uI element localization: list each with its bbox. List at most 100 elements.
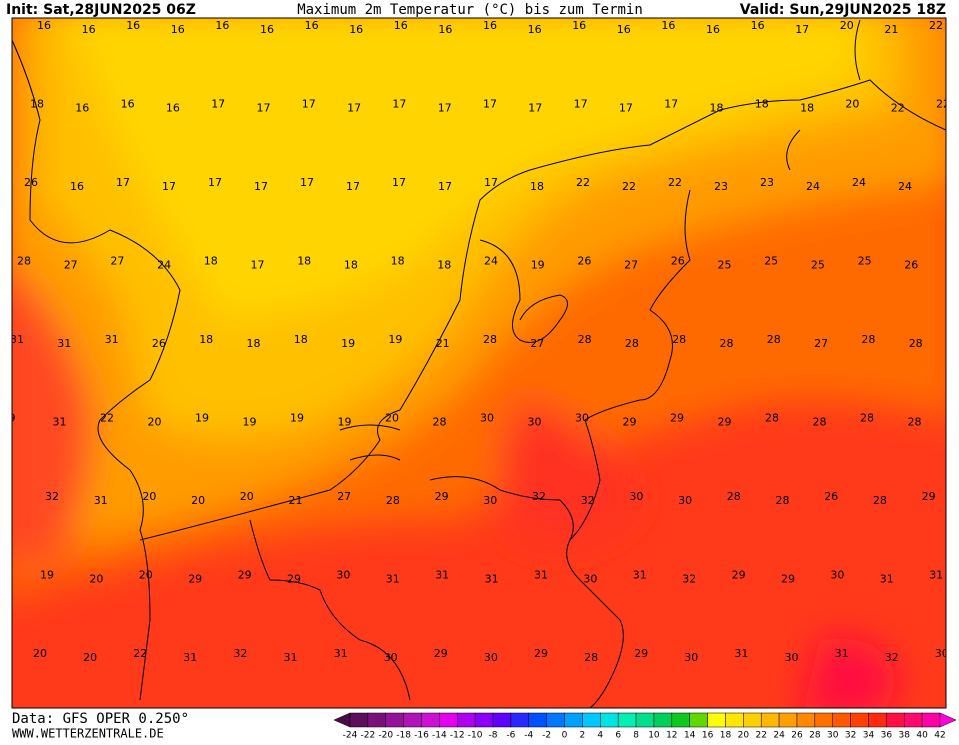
temperature-value: 16 bbox=[706, 23, 720, 36]
temperature-value: 26 bbox=[671, 255, 685, 268]
temperature-value: 19 bbox=[243, 416, 257, 429]
temperature-value: 18 bbox=[30, 98, 44, 111]
temperature-value: 17 bbox=[302, 98, 316, 111]
temperature-value: 16 bbox=[260, 23, 274, 36]
temperature-value: 20 bbox=[148, 416, 162, 429]
temperature-value: 28 bbox=[909, 337, 923, 350]
map: 16 16 16 16 16 16 16 16 16 16 16 16 16 16 16 16 16 17 20 21… bbox=[10, 18, 950, 708]
colorbar-box bbox=[617, 712, 637, 728]
colorbar-box bbox=[707, 712, 726, 728]
temperature-value: 30 bbox=[935, 647, 949, 660]
colorbar-box bbox=[403, 712, 422, 728]
colorbar-tick-label: -8 bbox=[489, 731, 498, 741]
colorbar-tick-label: 22 bbox=[755, 731, 766, 741]
colorbar-tick-label: 18 bbox=[720, 731, 732, 741]
temperature-value: 28 bbox=[727, 490, 741, 503]
temperature-value: 17 bbox=[392, 176, 406, 189]
colorbar-tick-label: -16 bbox=[414, 731, 429, 741]
temperature-value: 17 bbox=[257, 102, 271, 115]
temperature-value: 28 bbox=[873, 494, 887, 507]
temperature-value: 16 bbox=[215, 19, 229, 32]
colorbar-tick-label: 20 bbox=[738, 731, 750, 741]
temperature-value: 29 bbox=[435, 490, 449, 503]
temperature-value: 23 bbox=[714, 180, 728, 193]
temperature-value: 17 bbox=[528, 102, 542, 115]
temperature-value: 22 bbox=[576, 176, 590, 189]
colorbar-box bbox=[564, 712, 583, 728]
colorbar-tick-label: 16 bbox=[702, 731, 714, 741]
colorbar-tick-label: 4 bbox=[597, 731, 603, 741]
temperature-value: 31 bbox=[386, 573, 400, 586]
temperature-value: 31 bbox=[53, 416, 67, 429]
colorbar-box bbox=[671, 712, 690, 728]
temperature-value: 25 bbox=[811, 259, 825, 272]
temperature-value: 28 bbox=[433, 416, 447, 429]
temperature-value: 17 bbox=[251, 259, 265, 272]
temperature-value: 31 bbox=[880, 573, 894, 586]
temperature-value: 16 bbox=[483, 19, 497, 32]
colorbar-box bbox=[903, 712, 923, 728]
temperature-value: 16 bbox=[438, 23, 452, 36]
colorbar-tick-label: 8 bbox=[633, 731, 639, 741]
colorbar-arrow bbox=[939, 712, 957, 728]
temperature-value: 18 bbox=[297, 255, 311, 268]
temperature-value: 16 bbox=[82, 23, 96, 36]
colorbar-box bbox=[582, 712, 601, 728]
temperature-value: 31 bbox=[435, 569, 449, 582]
colorbar-box bbox=[421, 712, 440, 728]
temperature-value: 17 bbox=[484, 176, 498, 189]
colorbar-box bbox=[778, 712, 798, 728]
temperature-value: 16 bbox=[171, 23, 185, 36]
colorbar-box bbox=[832, 712, 851, 728]
colorbar-tick-label: 28 bbox=[809, 731, 821, 741]
temperature-value: 22 bbox=[929, 19, 943, 32]
temperature-value: 17 bbox=[300, 176, 314, 189]
temperature-value: 18 bbox=[294, 333, 308, 346]
valid-text: Valid: Sun,29JUN2025 18Z bbox=[740, 2, 946, 18]
temperature-value: 26 bbox=[824, 490, 838, 503]
temperature-value: 20 bbox=[845, 98, 859, 111]
temperature-value: 16 bbox=[305, 19, 319, 32]
temperature-value: 18 bbox=[800, 102, 814, 115]
temperature-value: 29 bbox=[534, 647, 548, 660]
colorbar-tick-label: 24 bbox=[773, 731, 785, 741]
temperature-value: 19 bbox=[338, 416, 352, 429]
colorbar-box bbox=[814, 712, 833, 728]
temperature-value: 18 bbox=[204, 255, 218, 268]
colorbar-tick-label: -2 bbox=[542, 731, 551, 741]
temperature-value: 30 bbox=[336, 569, 350, 582]
temperature-value: 32 bbox=[581, 494, 595, 507]
init-text: Init: Sat,28JUN2025 06Z bbox=[6, 2, 196, 18]
colorbar-tick-label: 26 bbox=[791, 731, 803, 741]
temperature-value: 21 bbox=[289, 494, 303, 507]
site: WWW.WETTERZENTRALE.DE bbox=[12, 727, 164, 741]
colorbar-tick-label: 2 bbox=[580, 731, 586, 741]
temperature-value: 31 bbox=[10, 333, 24, 346]
colorbar-box bbox=[886, 712, 905, 728]
colorbar-box bbox=[921, 712, 941, 728]
colorbar-tick-label: 38 bbox=[899, 731, 911, 741]
temperature-value: 20 bbox=[142, 490, 156, 503]
temperature-value: 19 bbox=[195, 412, 209, 425]
temperature-value: 31 bbox=[334, 647, 348, 660]
temperature-value: 17 bbox=[438, 180, 452, 193]
colorbar-tick-label: 40 bbox=[916, 731, 928, 741]
temperature-value: 31 bbox=[94, 494, 108, 507]
temperature-value: 30 bbox=[830, 569, 844, 582]
temperature-value: 29 bbox=[634, 647, 648, 660]
temperature-value: 27 bbox=[814, 337, 828, 350]
temperature-value: 23 bbox=[760, 176, 774, 189]
temperature-value: 22 bbox=[133, 647, 147, 660]
colorbar-box bbox=[743, 712, 762, 728]
temperature-value: 29 bbox=[434, 647, 448, 660]
colorbar-box bbox=[868, 712, 887, 728]
temperature-value: 16 bbox=[349, 23, 363, 36]
colorbar-box bbox=[725, 712, 744, 728]
temperature-value: 31 bbox=[633, 569, 647, 582]
temperature-value: 17 bbox=[162, 180, 176, 193]
colorbar-tick-label: -20 bbox=[378, 731, 393, 741]
temperature-value: 22 bbox=[936, 98, 950, 111]
temperature-value: 28 bbox=[765, 412, 779, 425]
temperature-value: 30 bbox=[483, 494, 497, 507]
temperature-value: 19 bbox=[531, 259, 545, 272]
